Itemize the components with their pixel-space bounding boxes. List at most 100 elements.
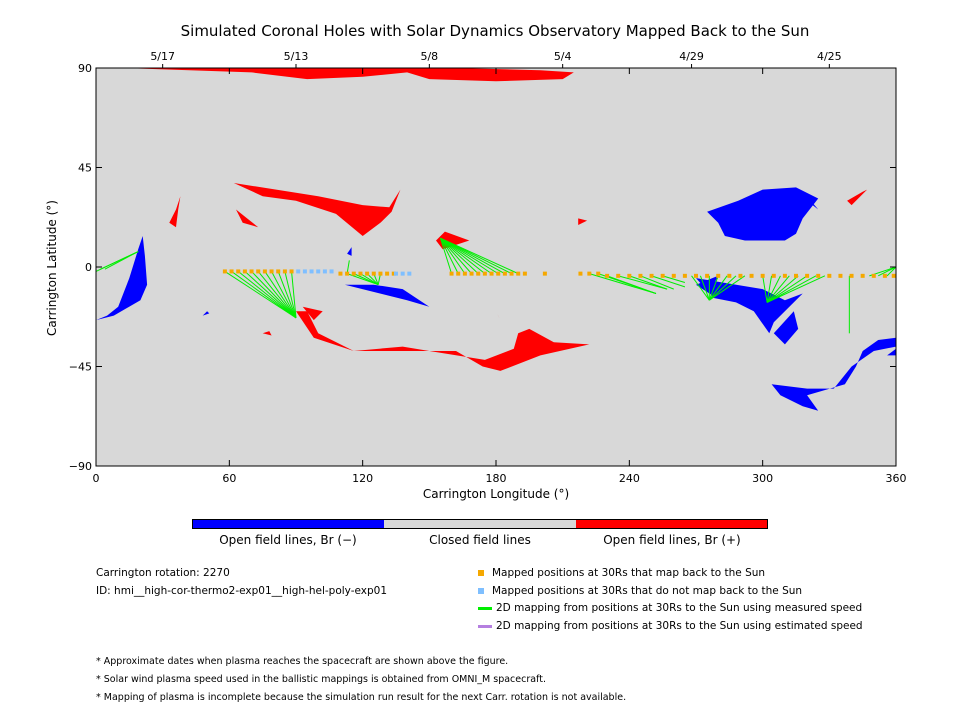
mapped-point [236,269,241,274]
mapped-point [365,271,370,276]
mapped-point [242,269,247,274]
mapped-point [578,271,583,276]
mapped-point [649,273,654,278]
mapped-point [727,273,732,278]
mapped-point [671,273,676,278]
mapping-line [629,275,668,290]
mapped-point [782,273,787,278]
carrington-rotation: Carrington rotation: 2270 [96,567,230,579]
measured-line-swatch [478,606,492,610]
positive-coronal-holes [122,68,868,371]
mapped-point [222,269,227,274]
mapped-point [871,273,876,278]
mapped-point [638,273,643,278]
positive-coronal-hole [236,209,259,228]
negative-coronal-hole [771,337,896,411]
negative-coronal-hole [784,189,819,210]
mapped-point [616,273,621,278]
mapping-line [440,237,466,274]
negative-coronal-hole [202,311,210,316]
mapped-point [516,271,521,276]
estimated-line-swatch [478,624,492,628]
positive-coronal-hole [169,196,181,228]
mapping-line [606,275,657,295]
top-date-axis: 5/17 5/13 5/8 5/4 4/29 4/25 [150,50,842,68]
mapped-point [391,271,396,276]
mapped-swatch [478,570,484,576]
mapped-point [449,271,454,276]
mapping-line [277,271,297,319]
mapped-point [738,273,743,278]
date-tick-label: 4/29 [679,50,704,63]
mapping-line [244,271,297,319]
mapped-point [587,271,592,276]
mapping-line [360,273,379,286]
unmapped-point [322,269,327,274]
x-tick-label: 360 [886,472,907,485]
y-axis-ticks: 90 45 0 −45 −90 [69,62,896,473]
positive-coronal-hole [496,311,501,321]
mapped-point [269,269,274,274]
colorbar [192,519,768,529]
mapping-line [440,237,519,275]
mapped-point [229,269,234,274]
mapped-point [891,273,896,278]
mapping-line [440,237,479,274]
mapped-point [489,271,494,276]
mapped-point [816,273,821,278]
mapping-line [708,275,728,301]
mapped-point [462,271,467,276]
legend-measured-label: 2D mapping from positions at 30Rs to the… [496,602,863,614]
colorbar-label-negative: Open field lines, Br (−) [219,533,357,547]
negative-coronal-hole [887,348,896,356]
mapping-line [440,237,499,275]
mapped-point [682,273,687,278]
mapped-point [289,269,294,274]
coronal-hole-map: Simulated Coronal Holes with Solar Dynam… [45,22,907,501]
mapping-line [440,237,492,275]
y-tick-label: −90 [69,460,92,473]
measured-speed-mapping-lines [95,237,897,334]
unmapped-point [329,269,334,274]
legend-mapped-label: Mapped positions at 30Rs that map back t… [492,567,766,579]
unmapped-point [400,271,405,276]
mapped-point [596,271,601,276]
legend-estimated-label: 2D mapping from positions at 30Rs to the… [496,620,863,632]
mapping-line [766,275,781,303]
mapped-point [358,271,363,276]
mapping-line [886,266,897,277]
colorbar-positive [575,520,767,528]
x-tick-label: 60 [222,472,236,485]
mapping-line [271,271,297,319]
negative-coronal-hole [696,278,803,334]
x-tick-label: 180 [486,472,507,485]
date-tick-label: 4/25 [817,50,842,63]
mapping-line [640,275,674,290]
mapping-line [766,275,808,303]
date-tick-label: 5/8 [420,50,438,63]
mapped-point [771,273,776,278]
negative-coronal-hole [96,236,148,321]
x-tick-label: 300 [752,472,773,485]
mapped-point [476,271,481,276]
negative-coronal-hole [347,247,352,256]
note-dates: * Approximate dates when plasma reaches … [96,656,509,667]
mapped-point [496,271,501,276]
mapping-line [662,275,686,283]
unmapped-point [407,271,412,276]
colorbar-label-closed: Closed field lines [429,533,531,547]
positive-coronal-hole [847,189,868,206]
unmapped-point [316,269,321,274]
mapping-line [224,271,297,319]
unmapped-positions [296,269,412,276]
legend-unmapped: Mapped positions at 30Rs that do not map… [478,585,802,597]
date-tick-label: 5/4 [554,50,572,63]
mapping-line [709,275,746,301]
positive-coronal-hole [122,68,574,82]
mapped-point [660,273,665,278]
mapping-line [651,275,686,288]
mapping-line [353,273,379,286]
mapping-line [691,275,710,301]
plot-area [96,68,896,466]
unmapped-swatch [478,588,484,594]
